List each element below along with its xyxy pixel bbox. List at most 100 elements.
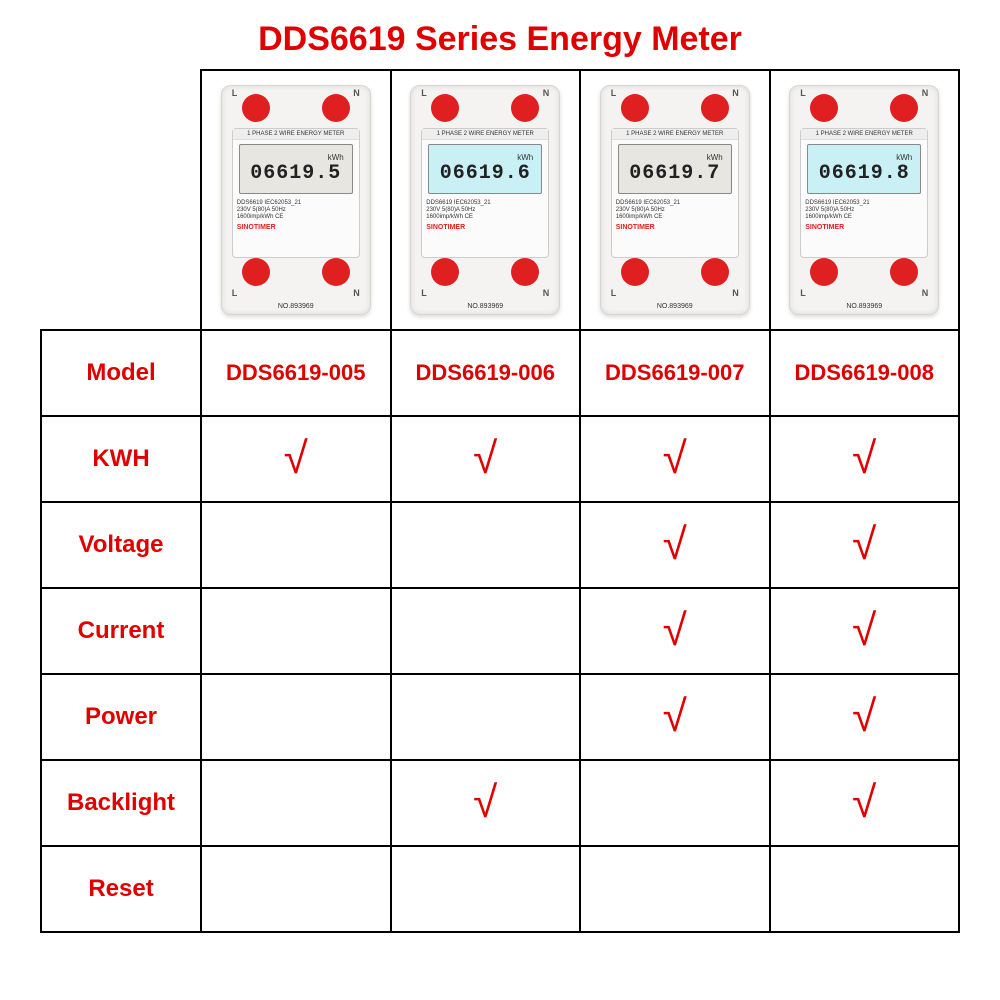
terminal-label: N xyxy=(922,288,929,298)
meter-specs: DDS6619 IEC62053_21230V 5(80)A 50Hz1600i… xyxy=(233,198,359,224)
feature-cell: DDS6619-008 xyxy=(770,330,960,416)
meter-header: 1 PHASE 2 WIRE ENERGY METER xyxy=(422,129,548,140)
meter-image: L N 1 PHASE 2 WIRE ENERGY METER kWh 0661… xyxy=(789,85,939,315)
product-image-cell: L N 1 PHASE 2 WIRE ENERGY METER kWh 0661… xyxy=(770,70,960,330)
comparison-table: L N 1 PHASE 2 WIRE ENERGY METER kWh 0661… xyxy=(40,69,960,933)
meter-face: 1 PHASE 2 WIRE ENERGY METER kWh 06619.7 … xyxy=(611,128,739,258)
feature-cell xyxy=(580,846,770,932)
meter-header: 1 PHASE 2 WIRE ENERGY METER xyxy=(612,129,738,140)
meter-brand: SINOTIMER xyxy=(233,224,359,233)
lcd-unit: kWh xyxy=(896,153,912,162)
check-icon: √ xyxy=(663,692,687,741)
terminal-dot xyxy=(621,258,649,286)
meter-face: 1 PHASE 2 WIRE ENERGY METER kWh 06619.6 … xyxy=(421,128,549,258)
meter-brand: SINOTIMER xyxy=(801,224,927,233)
terminal-label: N xyxy=(353,88,360,98)
terminal-label: L xyxy=(800,88,806,98)
meter-image: L N 1 PHASE 2 WIRE ENERGY METER kWh 0661… xyxy=(600,85,750,315)
feature-cell: √ xyxy=(580,588,770,674)
table-row: ModelDDS6619-005DDS6619-006DDS6619-007DD… xyxy=(41,330,959,416)
check-icon: √ xyxy=(852,520,876,569)
table-row: KWH√√√√ xyxy=(41,416,959,502)
feature-cell: √ xyxy=(391,760,581,846)
terminal-label: N xyxy=(353,288,360,298)
feature-cell: √ xyxy=(580,416,770,502)
meter-header: 1 PHASE 2 WIRE ENERGY METER xyxy=(801,129,927,140)
meter-lcd: kWh 06619.7 xyxy=(618,144,732,194)
row-label: KWH xyxy=(41,416,201,502)
feature-cell xyxy=(770,846,960,932)
check-icon: √ xyxy=(663,606,687,655)
terminal-label: L xyxy=(421,88,427,98)
terminal-label: N xyxy=(543,88,550,98)
terminal-dot xyxy=(810,258,838,286)
terminal-dot xyxy=(242,258,270,286)
check-icon: √ xyxy=(473,778,497,827)
check-icon: √ xyxy=(852,692,876,741)
terminal-label: L xyxy=(232,88,238,98)
feature-cell: √ xyxy=(770,416,960,502)
meter-image: L N 1 PHASE 2 WIRE ENERGY METER kWh 0661… xyxy=(221,85,371,315)
terminal-label: L xyxy=(611,288,617,298)
table-row: Power √ √ xyxy=(41,674,959,760)
feature-cell: √ xyxy=(580,502,770,588)
meter-serial: NO.893969 xyxy=(411,303,559,310)
row-label: Current xyxy=(41,588,201,674)
terminal-dot xyxy=(810,94,838,122)
terminal-label: N xyxy=(732,88,739,98)
check-icon: √ xyxy=(473,434,497,483)
feature-cell: DDS6619-006 xyxy=(391,330,581,416)
terminal-dot xyxy=(621,94,649,122)
product-image-cell: L N 1 PHASE 2 WIRE ENERGY METER kWh 0661… xyxy=(580,70,770,330)
terminal-dot xyxy=(511,94,539,122)
lcd-reading: 06619.5 xyxy=(250,162,341,185)
terminal-label: L xyxy=(421,288,427,298)
meter-serial: NO.893969 xyxy=(222,303,370,310)
meter-face: 1 PHASE 2 WIRE ENERGY METER kWh 06619.5 … xyxy=(232,128,360,258)
check-icon: √ xyxy=(663,434,687,483)
feature-cell xyxy=(580,760,770,846)
terminal-dot xyxy=(511,258,539,286)
page-title: DDS6619 Series Energy Meter xyxy=(40,20,960,59)
meter-serial: NO.893969 xyxy=(601,303,749,310)
check-icon: √ xyxy=(852,778,876,827)
feature-cell: √ xyxy=(201,416,391,502)
terminal-dot xyxy=(322,258,350,286)
meter-lcd: kWh 06619.6 xyxy=(428,144,542,194)
check-icon: √ xyxy=(663,520,687,569)
meter-image: L N 1 PHASE 2 WIRE ENERGY METER kWh 0661… xyxy=(410,85,560,315)
terminal-label: L xyxy=(232,288,238,298)
feature-cell: √ xyxy=(770,674,960,760)
meter-serial: NO.893969 xyxy=(790,303,938,310)
meter-face: 1 PHASE 2 WIRE ENERGY METER kWh 06619.8 … xyxy=(800,128,928,258)
row-label: Voltage xyxy=(41,502,201,588)
feature-cell xyxy=(201,502,391,588)
terminal-label: L xyxy=(611,88,617,98)
lcd-unit: kWh xyxy=(517,153,533,162)
feature-cell xyxy=(391,502,581,588)
feature-cell xyxy=(391,846,581,932)
meter-lcd: kWh 06619.8 xyxy=(807,144,921,194)
terminal-dot xyxy=(890,258,918,286)
terminal-dot xyxy=(431,94,459,122)
meter-lcd: kWh 06619.5 xyxy=(239,144,353,194)
row-label: Reset xyxy=(41,846,201,932)
feature-cell xyxy=(201,846,391,932)
meter-specs: DDS6619 IEC62053_21230V 5(80)A 50Hz1600i… xyxy=(422,198,548,224)
terminal-dot xyxy=(242,94,270,122)
table-row: Current√√ xyxy=(41,588,959,674)
terminal-label: L xyxy=(800,288,806,298)
feature-cell xyxy=(201,588,391,674)
lcd-unit: kWh xyxy=(707,153,723,162)
feature-cell: √ xyxy=(391,416,581,502)
meter-brand: SINOTIMER xyxy=(612,224,738,233)
terminal-dot xyxy=(701,258,729,286)
lcd-reading: 06619.8 xyxy=(819,162,910,185)
feature-cell xyxy=(201,674,391,760)
feature-cell: √ xyxy=(770,502,960,588)
lcd-unit: kWh xyxy=(328,153,344,162)
feature-cell xyxy=(391,588,581,674)
row-label: Power xyxy=(41,674,201,760)
meter-specs: DDS6619 IEC62053_21230V 5(80)A 50Hz1600i… xyxy=(801,198,927,224)
blank-cell xyxy=(41,70,201,330)
